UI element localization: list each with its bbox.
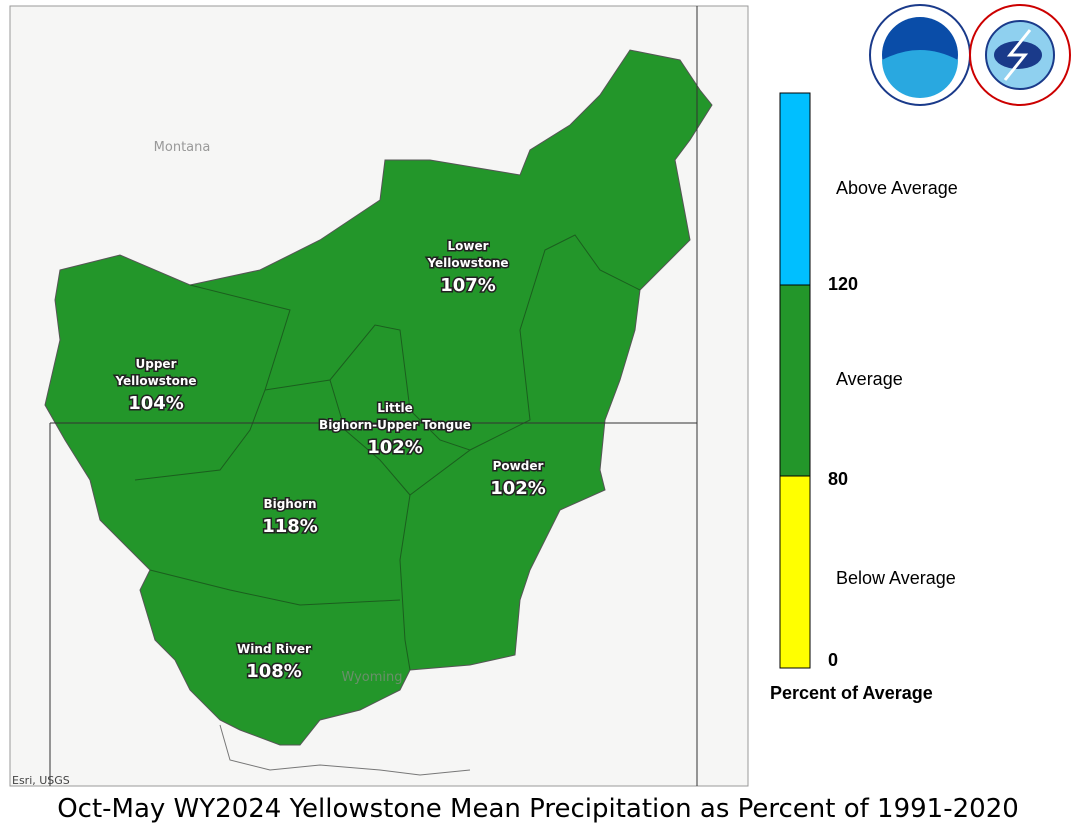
border-outline	[219, 724, 471, 776]
region-name: Bighorn	[263, 497, 316, 511]
legend-break: 0	[828, 650, 838, 670]
region-name: Yellowstone	[114, 374, 196, 388]
region-value: 104%	[128, 393, 184, 414]
map-title: Oct-May WY2024 Yellowstone Mean Precipit…	[57, 794, 1019, 824]
region-value: 102%	[367, 437, 423, 458]
legend-class: Below Average	[836, 568, 956, 588]
region-value: 107%	[440, 275, 496, 296]
region-name: Wind River	[237, 642, 311, 656]
attribution: Esri, USGS	[12, 774, 70, 787]
state-label: Montana	[154, 140, 211, 155]
subbasin-borders	[134, 234, 641, 671]
region-value: 108%	[246, 661, 302, 682]
legend-swatch	[779, 475, 811, 669]
state-borders	[49, 6, 698, 786]
region-name: Lower	[447, 239, 488, 253]
legend-break: 120	[828, 274, 858, 294]
region-value: 118%	[262, 516, 318, 537]
state-label: Wyoming	[341, 670, 402, 685]
noaa-logo	[869, 4, 971, 106]
region-name: Yellowstone	[426, 256, 508, 270]
legend-swatch	[779, 92, 811, 286]
legend-class: Average	[836, 369, 903, 389]
legend-title: Percent of Average	[770, 683, 933, 703]
region-name: Bighorn-Upper Tongue	[319, 418, 471, 432]
region-name: Little	[377, 401, 412, 415]
legend-class: Above Average	[836, 178, 958, 198]
region-name: Upper	[136, 357, 177, 371]
region-value: 102%	[490, 478, 546, 499]
region-name: Powder	[493, 459, 544, 473]
legend-break: 80	[828, 469, 848, 489]
nws-logo	[969, 4, 1071, 106]
basin	[44, 49, 713, 746]
legend-swatch	[779, 284, 811, 477]
